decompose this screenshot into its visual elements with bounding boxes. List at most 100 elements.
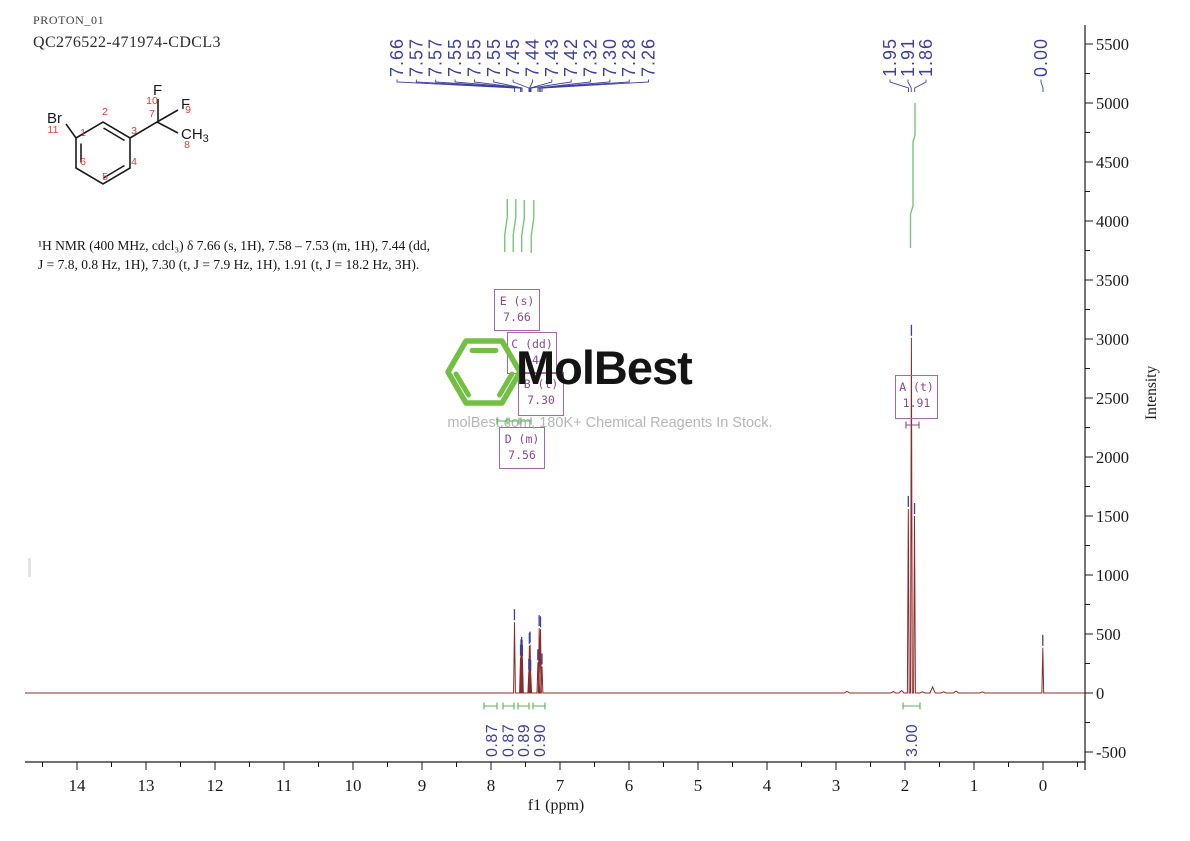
peak-label-leader [512,79,530,92]
multiplet-shift: 7.56 [508,448,536,462]
atom-label-f-top: F [153,82,162,99]
y-axis-tick-label: 2500 [1096,389,1129,408]
ring-number-4: 4 [131,156,137,168]
peak-label-leader [529,79,553,92]
integral-range-bracket [532,702,546,710]
peak-shift-label: 7.45 [503,38,523,77]
integral-range-bracket [517,702,530,710]
peak-label-leader [537,79,591,92]
x-axis-tick-label: 10 [345,776,362,795]
multiplet-shift: 7.66 [503,310,531,324]
peak-shift-label: 1.95 [880,38,900,77]
x-axis-tick-label: 14 [69,776,87,795]
x-axis-tick-label: 13 [138,776,155,795]
x-axis-tick-label: 11 [276,776,292,795]
x-axis-tick-label: 0 [1039,776,1048,795]
multiplet-box-A: A (t) 1.91 [895,375,938,419]
integral-value-label: 0.87 [501,724,518,757]
integral-range-bracket [502,702,515,710]
atom-number-10: 10 [146,95,158,107]
peak-shift-label: 7.32 [581,38,601,77]
hexagon-outline [445,338,523,406]
multiplet-id-type: C (dd) [511,337,553,351]
atom-label-f-right: F [181,96,190,113]
bond-c7-ch3 [156,121,179,134]
peak-shift-label: 7.55 [464,38,484,77]
peak-label-leader [1040,79,1044,92]
x-axis-tick-label: 8 [487,776,496,795]
experiment-name: PROTON_01 [33,13,105,27]
tms-shift-label: 0.00 [1031,38,1051,77]
integral-value-label: 3.00 [904,724,921,757]
multiplet-shift: 7.44 [518,353,546,367]
peak-label-leader [538,79,611,92]
integral-range-bracket [483,702,498,710]
x-axis-tick-label: 9 [418,776,427,795]
bond-c7-f-right [156,109,179,123]
multiplet-box-D: D (m) 7.56 [499,427,545,469]
x-axis-tick-label: 12 [207,776,224,795]
peak-label-leader [529,79,533,92]
x-axis-tick-label: 5 [694,776,703,795]
integral-curve [909,103,916,248]
multiplet-box-C: C (dd) 7.44 [507,332,557,374]
x-axis-tick-label: 4 [763,776,772,795]
peak-shift-label: 1.86 [916,38,936,77]
peak-shift-label: 1.91 [898,38,918,77]
spectrum-trace [25,337,1085,694]
integral-curve [512,199,517,252]
x-axis-tick-label: 3 [832,776,841,795]
peak-shift-label: 7.26 [639,38,659,77]
benzene-ring-bonds [75,121,131,185]
x-axis-title: f1 (ppm) [528,797,584,814]
atom-number-8: 8 [184,139,190,151]
multiplet-box-E: E (s) 7.66 [494,289,540,331]
x-axis-tick-label: 2 [901,776,910,795]
y-axis-tick-label: 4000 [1096,212,1129,231]
y-axis-tick-label: 5500 [1096,35,1129,54]
multiplet-id-type: E (s) [499,294,535,308]
y-axis-tick-label: 3000 [1096,330,1129,349]
ring-number-3: 3 [131,125,137,137]
peak-label-leader [889,79,909,92]
peak-shift-label: 7.30 [600,38,620,77]
double-bond-4-5 [103,164,125,179]
peak-shift-label: 7.42 [561,38,581,77]
integral-value-label: 0.90 [532,724,549,757]
y-axis-tick-label: 3500 [1096,271,1129,290]
peak-shift-label: 7.66 [387,38,407,77]
multiplet-id-type: B (t) [523,377,559,391]
peak-shift-label: 7.43 [542,38,562,77]
peak-label-leader [435,79,522,92]
y-axis-tick-label: 4500 [1096,153,1129,172]
bond-lines [65,99,179,185]
integral-curve [530,200,535,253]
peak-label-leader [914,79,927,92]
methyl-subscript: 3 [203,133,209,145]
multiplet-box-B: B (t) 7.30 [518,372,564,416]
hexagon-inner-bonds [453,348,515,398]
peak-label-leader [396,79,515,92]
scan-artifact [28,558,31,577]
peak-label-leader [540,79,630,92]
peak-shift-label: 7.57 [426,38,446,77]
y-axis-title: Intensity [1143,366,1160,420]
peak-shift-label: 7.28 [619,38,639,77]
ring-number-2: 2 [102,106,108,118]
molbest-brand-text: MolBest [516,341,693,394]
sample-id: QC276522-471974-CDCL3 [33,34,221,51]
double-bond-2-3 [103,127,125,142]
multiplet-id-type: D (m) [504,432,540,446]
peak-label-leader [541,79,649,92]
ring-number-5: 5 [102,171,108,183]
y-axis-tick-label: 5000 [1096,94,1129,113]
y-axis-tick-label: 1500 [1096,507,1129,526]
y-axis-tick-label: 1000 [1096,566,1129,585]
peak-label-leader [493,79,523,92]
peak-label-leader [907,79,912,92]
y-axis-tick-label: 500 [1096,625,1121,644]
x-axis-tick-label: 6 [625,776,634,795]
peak-label-leader [530,79,572,92]
